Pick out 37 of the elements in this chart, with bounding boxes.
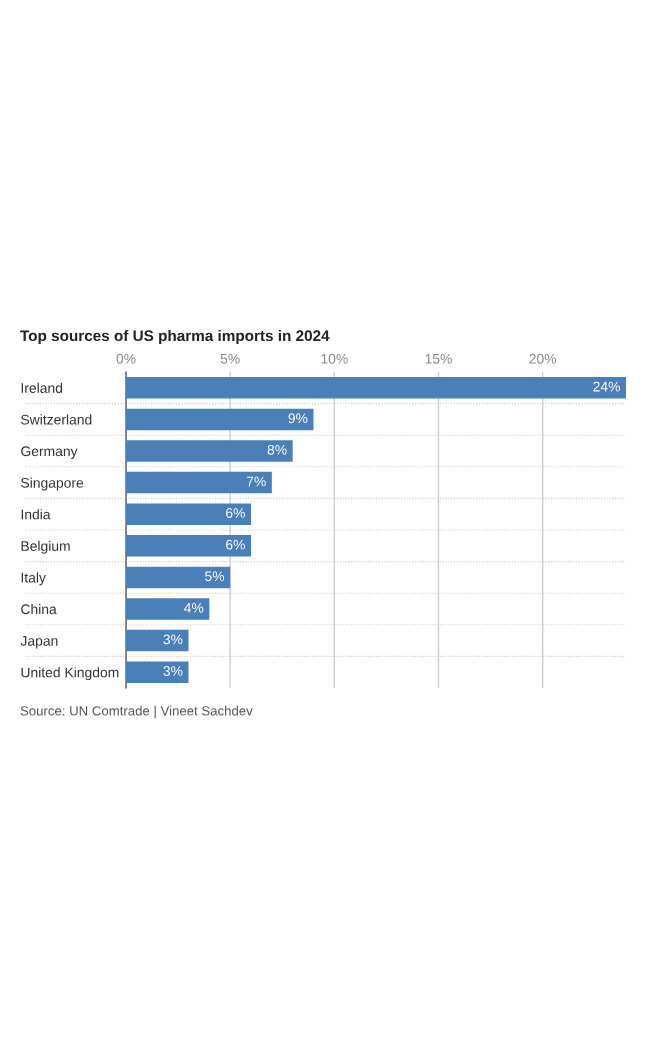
source-note: Source: UN Comtrade | Vineet Sachdev: [20, 705, 253, 719]
y-tick-label: India: [21, 509, 51, 520]
data-label: 3%: [163, 634, 183, 645]
data-label: 8%: [267, 444, 287, 455]
y-tick-label: China: [21, 603, 57, 615]
bar: [126, 535, 251, 557]
x-tick-label: 20%: [529, 353, 557, 364]
bar: [126, 598, 210, 620]
data-label: 7%: [246, 476, 266, 487]
bar: [126, 503, 251, 525]
bar: [126, 408, 314, 431]
bar: [126, 471, 272, 494]
y-tick-label: Singapore: [21, 477, 84, 491]
data-label: 4%: [184, 602, 204, 613]
chart-title: Top sources of US pharma imports in 2024: [20, 329, 330, 345]
data-label: 9%: [288, 413, 308, 424]
x-tick-label: 5%: [220, 353, 240, 364]
data-label: 6%: [226, 539, 245, 550]
y-tick-label: United Kingdom: [21, 667, 119, 681]
y-tick-label: Italy: [21, 572, 46, 586]
data-label: 6%: [226, 508, 245, 518]
data-label: 24%: [593, 381, 620, 392]
data-label: 5%: [205, 571, 225, 582]
y-tick-label: Germany: [21, 446, 78, 459]
y-tick-label: Japan: [20, 636, 58, 649]
bar: [126, 566, 231, 589]
bar: [126, 377, 626, 399]
x-tick-label: 0%: [116, 353, 136, 364]
y-tick-label: Ireland: [21, 382, 63, 393]
y-tick-label: Switzerland: [21, 414, 92, 425]
x-tick-label: 10%: [321, 353, 348, 364]
x-tick-label: 15%: [425, 353, 452, 364]
data-label: 3%: [163, 666, 183, 676]
bar: [126, 661, 189, 683]
bar: [126, 629, 189, 652]
y-tick-label: Belgium: [21, 540, 70, 554]
bar: [126, 440, 293, 462]
